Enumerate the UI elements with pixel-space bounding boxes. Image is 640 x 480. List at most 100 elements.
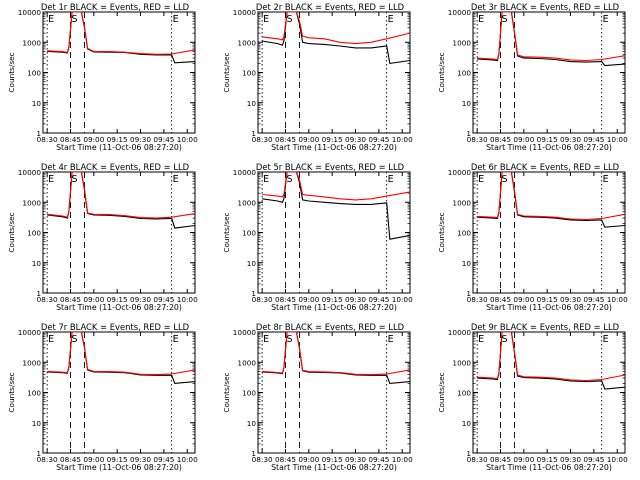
y-axis-label: Counts/sec bbox=[7, 212, 16, 252]
y-tick-label: 1000 bbox=[452, 38, 471, 47]
y-tick-label: 1 bbox=[466, 289, 471, 298]
x-tick-label: 08:45 bbox=[275, 135, 296, 144]
y-tick-label: 10 bbox=[462, 99, 472, 108]
x-tick-label: 09:15 bbox=[537, 135, 558, 144]
plot-frame bbox=[42, 11, 196, 134]
chart-title: Det 3r BLACK = Events, RED = LLD bbox=[471, 2, 619, 12]
y-tick-label: 10 bbox=[247, 99, 257, 108]
x-tick-label: 09:30 bbox=[130, 295, 151, 304]
x-tick-label: 08:45 bbox=[275, 455, 296, 464]
x-tick-label: 09:00 bbox=[513, 135, 534, 144]
event-marker-label: E bbox=[478, 334, 484, 345]
event-marker-label: E bbox=[603, 174, 609, 185]
lld-series-line bbox=[262, 332, 410, 376]
x-tick-label: 09:30 bbox=[345, 455, 366, 464]
event-marker-label: E bbox=[388, 334, 394, 345]
y-tick-label: 1000 bbox=[22, 358, 41, 367]
x-tick-label: 09:00 bbox=[83, 295, 104, 304]
event-marker-label: E bbox=[603, 334, 609, 345]
x-tick-label: 08:30 bbox=[252, 135, 273, 144]
event-marker-label: E bbox=[173, 174, 179, 185]
event-marker-label: E bbox=[388, 14, 394, 25]
event-marker-label: E bbox=[478, 14, 484, 25]
x-tick-label: 09:45 bbox=[583, 295, 604, 304]
x-tick-label: 08:30 bbox=[252, 455, 273, 464]
event-marker-label: E bbox=[263, 174, 269, 185]
detector-chart-5: Det 5r BLACK = Events, RED = LLD 1 10 100 10… bbox=[222, 162, 413, 312]
x-tick-label: 09:45 bbox=[368, 455, 389, 464]
detector-chart-8: Det 8r BLACK = Events, RED = LLD 1 10 100 10… bbox=[222, 322, 413, 472]
x-tick-label: 09:45 bbox=[583, 455, 604, 464]
chart-title: Det 1r BLACK = Events, RED = LLD bbox=[41, 2, 189, 12]
event-marker-label: S bbox=[501, 14, 507, 25]
detector-chart-4: Det 4r BLACK = Events, RED = LLD 1 10 100 10… bbox=[7, 162, 198, 312]
detector-chart-1: Det 1r BLACK = Events, RED = LLD 1 10 100 10… bbox=[7, 2, 198, 152]
y-tick-label: 1 bbox=[36, 129, 41, 138]
y-tick-label: 10000 bbox=[233, 328, 257, 337]
events-series-line bbox=[262, 172, 410, 240]
x-axis-label: Start Time (11-Oct-06 08:27:20) bbox=[486, 303, 612, 312]
x-axis-label: Start Time (11-Oct-06 08:27:20) bbox=[56, 463, 182, 472]
plot-frame bbox=[472, 11, 626, 134]
x-tick-label: 09:30 bbox=[560, 135, 581, 144]
x-tick-label: 08:30 bbox=[467, 135, 488, 144]
x-tick-label: 08:30 bbox=[252, 295, 273, 304]
x-tick-label: 09:30 bbox=[345, 295, 366, 304]
detector-chart-7: Det 7r BLACK = Events, RED = LLD 1 10 100 10… bbox=[7, 322, 198, 472]
x-tick-label: 09:45 bbox=[368, 135, 389, 144]
lld-series-line bbox=[47, 172, 195, 219]
y-tick-label: 100 bbox=[242, 389, 256, 398]
y-tick-label: 1000 bbox=[452, 358, 471, 367]
chart-title: Det 4r BLACK = Events, RED = LLD bbox=[41, 162, 189, 172]
plot-frame bbox=[472, 331, 626, 454]
event-marker-label: E bbox=[173, 334, 179, 345]
event-marker-label: S bbox=[286, 334, 292, 345]
y-tick-label: 10 bbox=[32, 419, 42, 428]
x-tick-label: 10:00 bbox=[607, 135, 628, 144]
x-tick-label: 09:00 bbox=[298, 455, 319, 464]
event-marker-label: E bbox=[263, 334, 269, 345]
plot-frame bbox=[257, 11, 411, 134]
y-tick-label: 10000 bbox=[233, 168, 257, 177]
x-tick-label: 10:00 bbox=[607, 295, 628, 304]
y-tick-label: 1000 bbox=[22, 38, 41, 47]
x-tick-label: 10:00 bbox=[607, 455, 628, 464]
y-tick-label: 1 bbox=[251, 449, 256, 458]
detector-chart-2: Det 2r BLACK = Events, RED = LLD 1 10 100 10… bbox=[222, 2, 413, 152]
lld-series-line bbox=[262, 172, 410, 201]
x-tick-label: 10:00 bbox=[177, 455, 198, 464]
y-tick-label: 10 bbox=[462, 419, 472, 428]
event-marker-label: S bbox=[501, 334, 507, 345]
x-tick-label: 09:15 bbox=[537, 455, 558, 464]
y-axis-label: Counts/sec bbox=[7, 372, 16, 412]
x-tick-label: 10:00 bbox=[177, 295, 198, 304]
y-tick-label: 10000 bbox=[448, 328, 472, 337]
detector-chart-3: Det 3r BLACK = Events, RED = LLD 1 10 100 10… bbox=[437, 2, 628, 152]
y-tick-label: 10 bbox=[32, 259, 42, 268]
plot-frame bbox=[42, 331, 196, 454]
x-tick-label: 10:00 bbox=[177, 135, 198, 144]
x-tick-label: 08:45 bbox=[490, 455, 511, 464]
event-marker-label: E bbox=[48, 334, 54, 345]
x-tick-label: 09:15 bbox=[537, 295, 558, 304]
y-tick-label: 100 bbox=[457, 229, 471, 238]
x-tick-label: 08:30 bbox=[467, 295, 488, 304]
y-tick-label: 1000 bbox=[22, 198, 41, 207]
event-marker-label: E bbox=[603, 14, 609, 25]
x-tick-label: 08:45 bbox=[60, 135, 81, 144]
x-axis-label: Start Time (11-Oct-06 08:27:20) bbox=[56, 303, 182, 312]
y-tick-label: 10 bbox=[462, 259, 472, 268]
chart-title: Det 7r BLACK = Events, RED = LLD bbox=[41, 322, 189, 332]
y-tick-label: 1 bbox=[36, 449, 41, 458]
x-tick-label: 08:45 bbox=[60, 295, 81, 304]
x-tick-label: 09:00 bbox=[298, 135, 319, 144]
events-series-line bbox=[262, 12, 410, 65]
chart-title: Det 5r BLACK = Events, RED = LLD bbox=[256, 162, 404, 172]
chart-title: Det 9r BLACK = Events, RED = LLD bbox=[471, 322, 619, 332]
x-tick-label: 09:45 bbox=[583, 135, 604, 144]
event-marker-label: S bbox=[286, 174, 292, 185]
y-tick-label: 1 bbox=[466, 449, 471, 458]
plot-frame bbox=[42, 171, 196, 294]
chart-title: Det 8r BLACK = Events, RED = LLD bbox=[256, 322, 404, 332]
y-tick-label: 10 bbox=[247, 259, 257, 268]
